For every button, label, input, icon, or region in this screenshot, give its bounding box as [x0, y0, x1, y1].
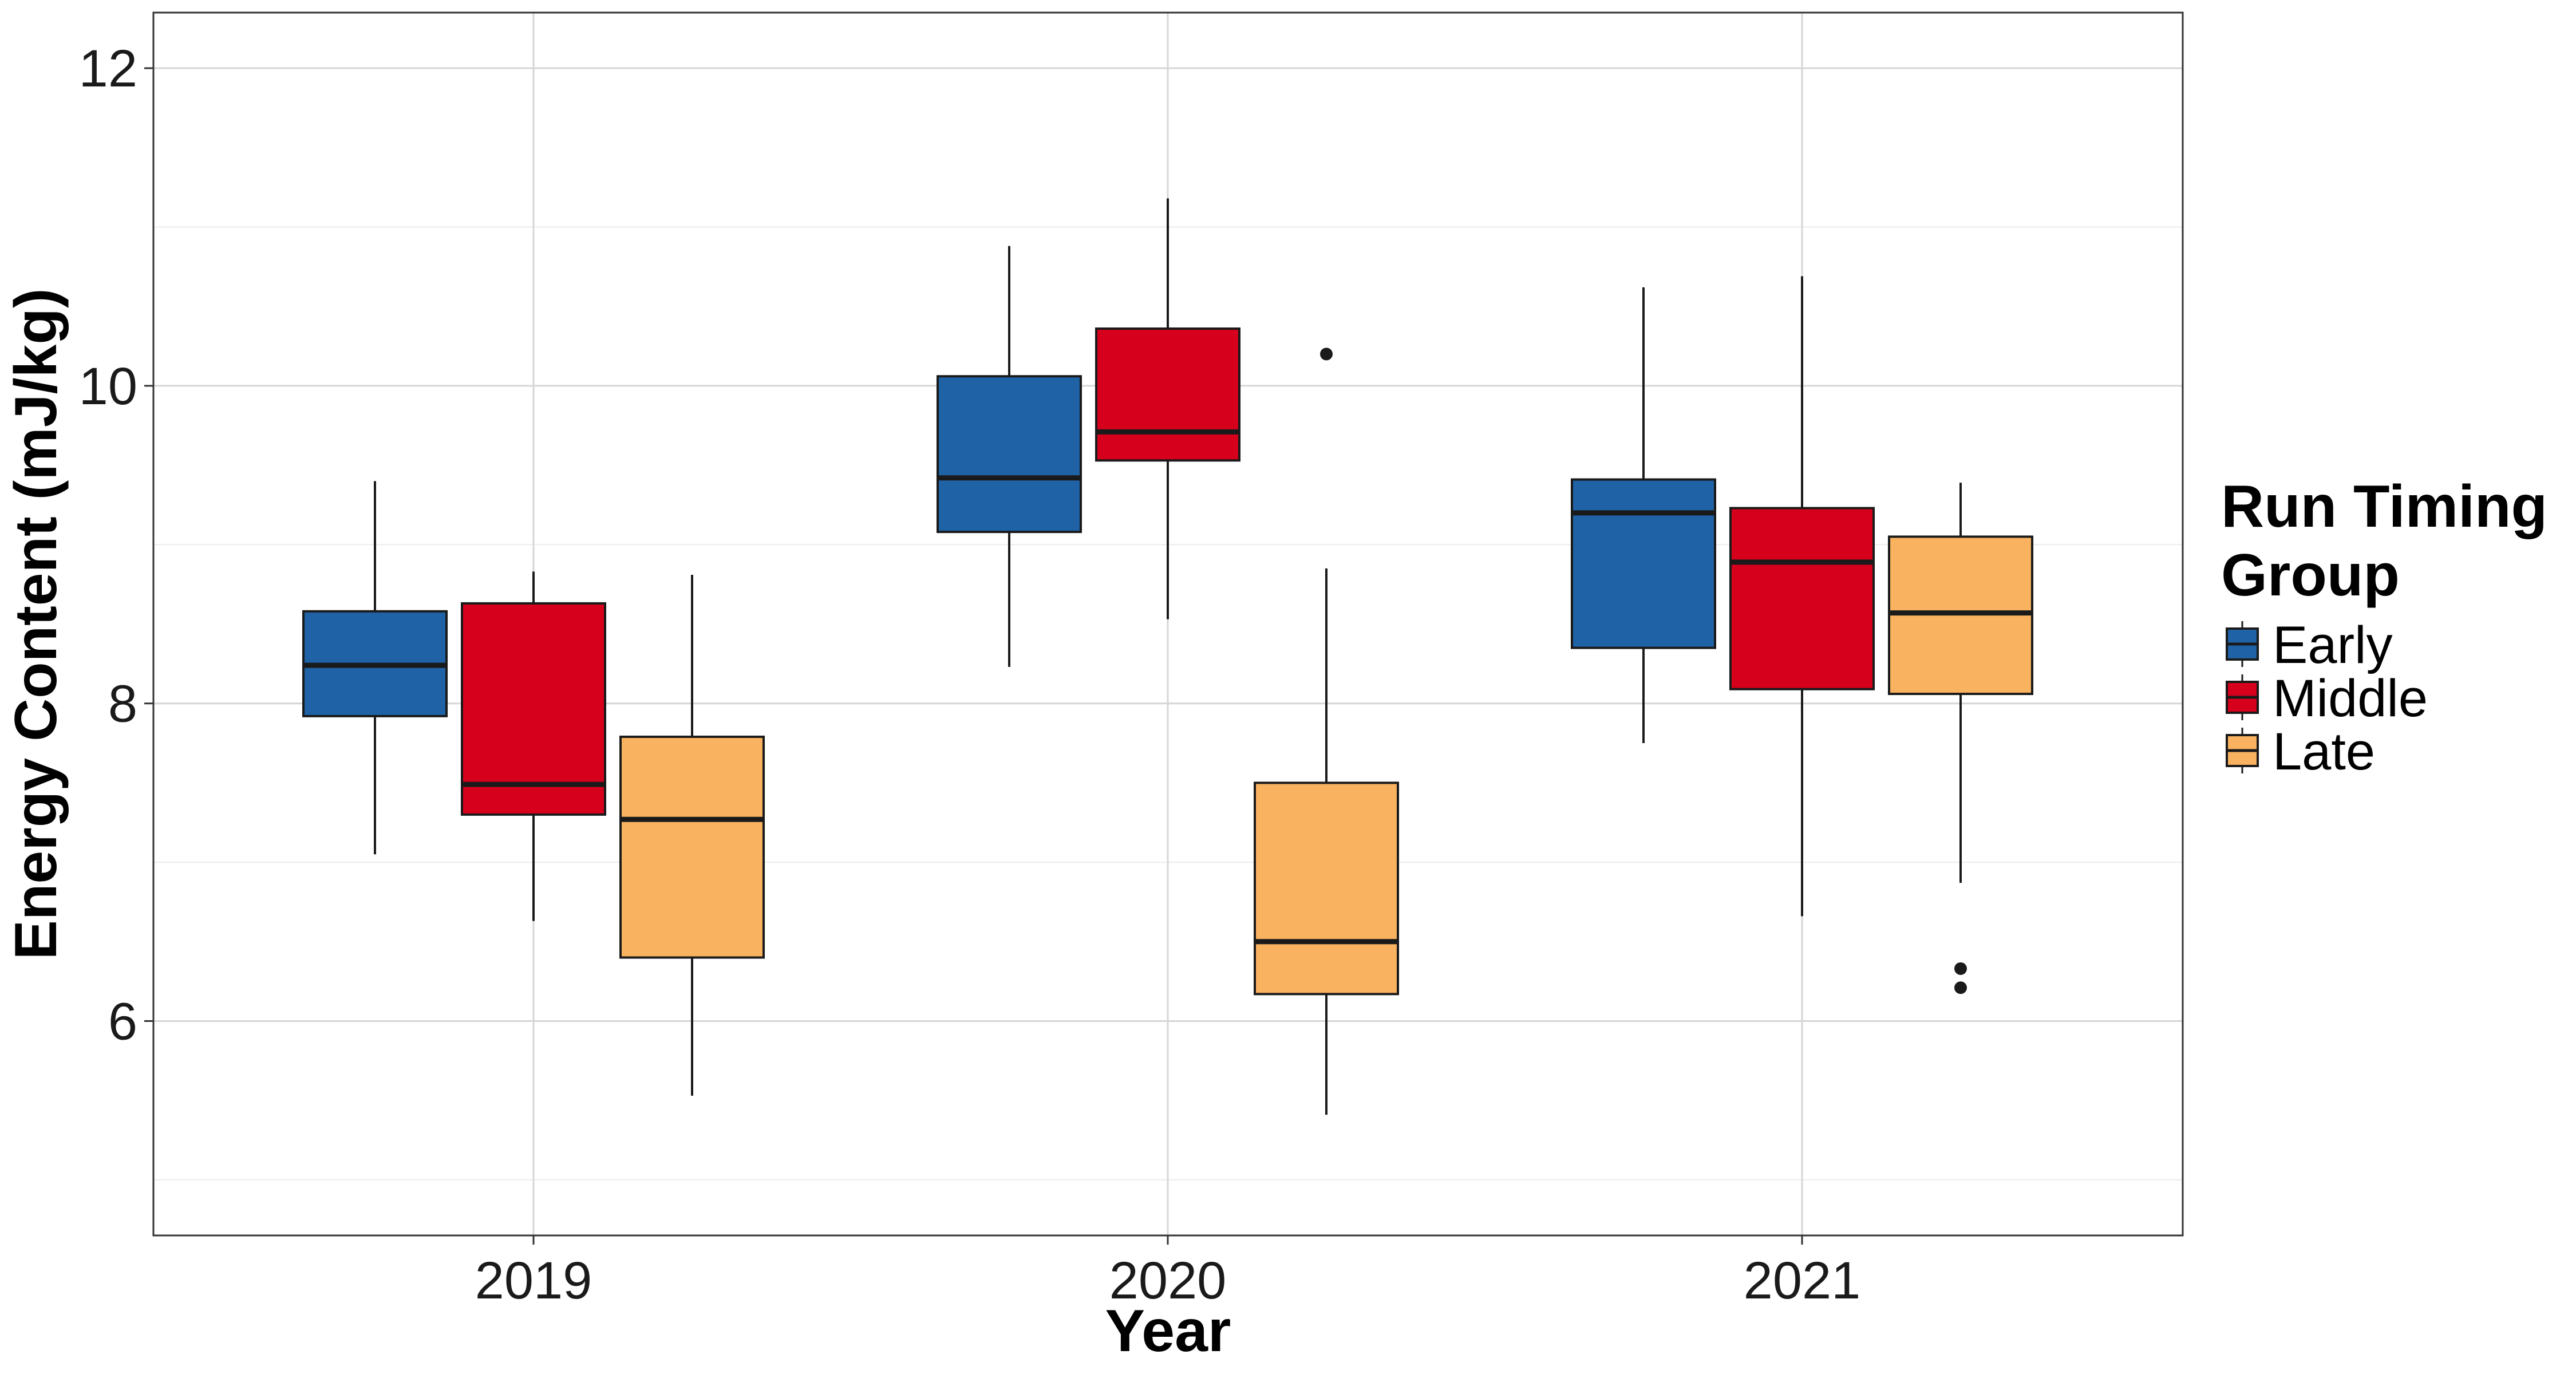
outlier-point	[1320, 348, 1333, 361]
legend-title-line-1: Run Timing	[2221, 473, 2547, 540]
x-tick-label: 2021	[1744, 1251, 1861, 1310]
box-iqr	[1095, 327, 1240, 462]
boxes	[302, 198, 2033, 1115]
box-early-2021	[1571, 287, 1716, 744]
outlier-point	[1954, 981, 1967, 994]
box-early-2020	[937, 246, 1082, 667]
box-late-2021	[1888, 483, 2033, 994]
legend-item-late: Late	[2226, 722, 2375, 781]
outlier-point	[1954, 962, 1967, 975]
box-iqr	[1729, 507, 1875, 690]
box-iqr	[619, 735, 765, 959]
legend-item-middle: Middle	[2226, 669, 2428, 728]
legend-title-line-2: Group	[2221, 542, 2400, 609]
y-axis-title: Energy Content (mJ/kg)	[3, 289, 69, 960]
x-tick-label: 2020	[1109, 1251, 1227, 1310]
box-late-2019	[619, 575, 765, 1096]
legend-label: Late	[2273, 722, 2375, 781]
box-iqr	[937, 375, 1082, 534]
box-iqr	[1571, 478, 1716, 649]
grid	[153, 13, 2183, 1235]
y-tick-label: 6	[108, 993, 137, 1051]
axes: 6 8 10 12 2019 2020 2021	[79, 40, 1861, 1310]
box-middle-2020	[1095, 198, 1240, 619]
box-early-2019	[302, 481, 448, 855]
x-axis-title: Year	[1105, 1298, 1231, 1364]
x-tick-label: 2019	[475, 1251, 592, 1310]
y-tick-label: 12	[79, 40, 137, 98]
y-tick-label: 10	[79, 357, 137, 416]
box-iqr	[1254, 781, 1399, 996]
legend-label: Early	[2273, 616, 2393, 674]
box-iqr	[461, 602, 606, 816]
box-middle-2021	[1729, 276, 1875, 917]
y-tick-label: 8	[108, 675, 137, 733]
box-middle-2019	[461, 571, 606, 921]
legend-label: Middle	[2273, 669, 2428, 728]
legend-item-early: Early	[2226, 616, 2393, 674]
box-late-2020	[1254, 348, 1399, 1115]
